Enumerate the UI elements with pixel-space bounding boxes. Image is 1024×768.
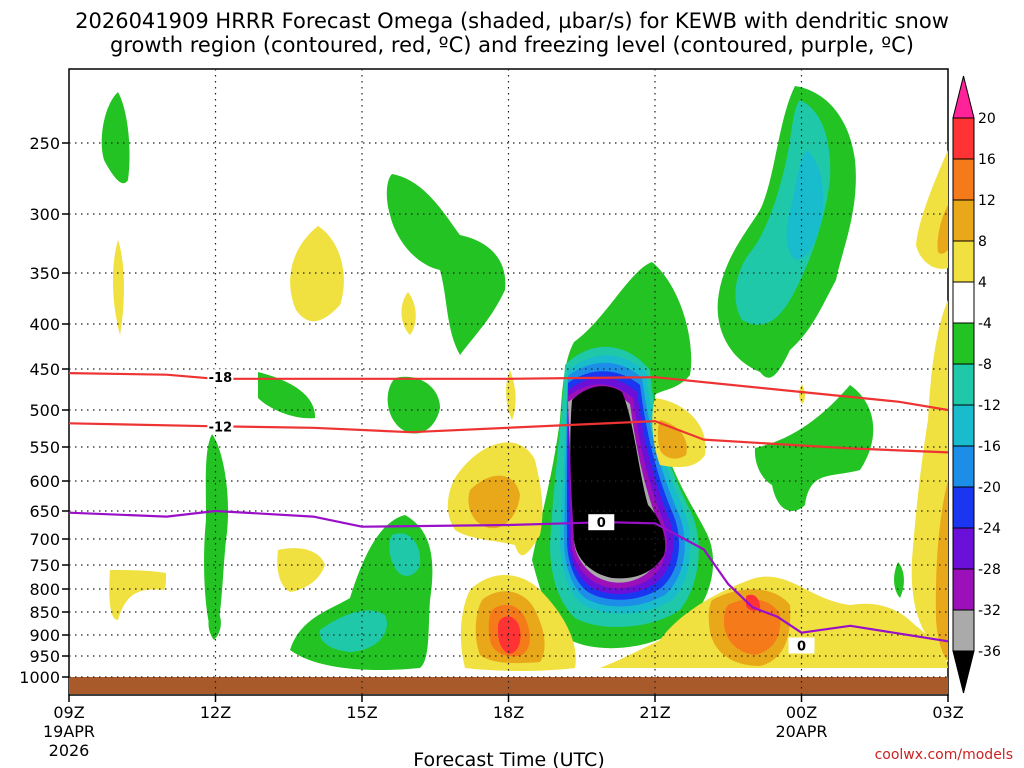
- x-tick-label-12Z: 12Z: [200, 703, 231, 722]
- omega-region-pos-right-low-orange: [935, 480, 948, 660]
- colorbar-label-4: 4: [978, 275, 987, 291]
- y-tick-label-950: 950: [29, 647, 60, 666]
- y-axis: 250 300 350 400 450 500 550 600 650 700 750 800 850 9…: [19, 134, 69, 687]
- contour-label-bg-2: [588, 514, 615, 531]
- colorbar-label-9: -20: [978, 480, 1001, 496]
- colorbar-label-13: -36: [978, 644, 1001, 660]
- contour-label-bg-1: [207, 418, 234, 435]
- omega-region-pos-lowright-red: [746, 594, 760, 611]
- y-tick-label-450: 450: [29, 360, 60, 379]
- omega-region-pos-14z: [290, 226, 344, 322]
- y-tick-label-650: 650: [29, 502, 60, 521]
- omega-region-pos-left-low: [109, 570, 166, 620]
- omega-region-mid-green-right: [754, 385, 874, 511]
- colorbar-label-2: 12: [978, 193, 996, 209]
- colorbar-cap-bottom: [952, 650, 975, 694]
- colorbar-label-11: -28: [978, 562, 1001, 578]
- x-axis-label: Forecast Time (UTC): [413, 749, 604, 768]
- x-tick-label-18Z: 18Z: [493, 703, 524, 722]
- colorbar-swatch-0: [952, 117, 975, 160]
- y-tick-label-700: 700: [29, 530, 60, 549]
- y-tick-label-300: 300: [29, 205, 60, 224]
- y-tick-label-750: 750: [29, 556, 60, 575]
- x-tick-label-21Z: 21Z: [639, 703, 670, 722]
- omega-region-small-right: [894, 562, 904, 598]
- colorbar-label-1: 16: [978, 152, 996, 168]
- y-tick-label-500: 500: [29, 401, 60, 420]
- colorbar-swatch-6: [952, 363, 975, 406]
- colorbar-swatch-4: [952, 281, 975, 324]
- colorbar-swatch-9: [952, 486, 975, 529]
- colorbar-label-7: -12: [978, 398, 1001, 414]
- contour-dgz-bottom: [68, 420, 949, 454]
- x-tick-label-00Z: 00Z: [786, 703, 817, 722]
- credit-text: coolwx.com/models: [875, 747, 1013, 763]
- contour-label-bg-0: [207, 369, 234, 386]
- contour-dgz-top: [68, 372, 949, 412]
- colorbar-swatch-11: [952, 568, 975, 611]
- colorbar-swatch-10: [952, 527, 975, 570]
- colorbar-label-12: -32: [978, 603, 1001, 619]
- colorbar-cap-top: [952, 75, 975, 119]
- x-sublabel-date-1: 20APR: [775, 722, 827, 741]
- colorbar-label-10: -24: [978, 521, 1001, 537]
- y-tick-label-350: 350: [29, 264, 60, 283]
- chart-title-line2: growth region (contoured, red, ºC) and f…: [110, 33, 914, 57]
- y-tick-label-800: 800: [29, 580, 60, 599]
- y-tick-label-250: 250: [29, 134, 60, 153]
- colorbar-label-6: -8: [978, 357, 992, 373]
- colorbar-swatch-5: [952, 322, 975, 365]
- omega-region-lower-left-inner: [319, 610, 387, 652]
- contour-label-bg-3: [788, 637, 815, 654]
- y-tick-label-600: 600: [29, 472, 60, 491]
- colorbar-swatch-3: [952, 240, 975, 283]
- colorbar-label-3: 8: [978, 234, 987, 250]
- x-tick-label-09Z: 09Z: [53, 703, 84, 722]
- contour-label-2: 0: [597, 516, 606, 531]
- y-tick-label-550: 550: [29, 438, 60, 457]
- omega-region-upper-right-cyan: [786, 150, 824, 260]
- x-tick-label-15Z: 15Z: [346, 703, 377, 722]
- x-sublabel-date-0: 19APR: [43, 722, 95, 741]
- colorbar-label-8: -16: [978, 439, 1001, 455]
- omega-region-mid-left: [258, 372, 316, 419]
- colorbar-swatch-2: [952, 199, 975, 242]
- colorbar-label-0: 20: [978, 111, 996, 127]
- colorbar-swatch-1: [952, 158, 975, 201]
- omega-region-pos-18z-mid-orange: [468, 475, 520, 529]
- contour-freezing-level: [68, 509, 949, 643]
- omega-region-pos-18z-low-red: [498, 616, 521, 654]
- colorbar-swatch-7: [952, 404, 975, 447]
- y-tick-label-900: 900: [29, 626, 60, 645]
- omega-region-small-12z: [208, 605, 221, 640]
- omega-max-core: [570, 386, 666, 579]
- contour-label-1: -12: [209, 420, 233, 435]
- omega-region-upper-15z: [386, 174, 506, 355]
- contour-label-0: -18: [209, 371, 233, 386]
- omega-region-pos-21z-orange: [657, 420, 687, 459]
- ground-surface: [69, 677, 948, 694]
- colorbar-swatch-8: [952, 445, 975, 488]
- y-tick-label-400: 400: [29, 315, 60, 334]
- contour-label-3: 0: [797, 640, 806, 655]
- contour-lines: -18 -12 0 0: [68, 369, 949, 655]
- y-tick-label-850: 850: [29, 603, 60, 622]
- chart-title-line1: 2026041909 HRRR Forecast Omega (shaded, …: [75, 9, 949, 33]
- x-tick-label-03Z: 03Z: [932, 703, 963, 722]
- omega-region-mid-16z: [387, 376, 440, 434]
- omega-region-upper-left: [101, 92, 130, 184]
- omega-region-pos-15z-low: [277, 548, 325, 592]
- colorbar: 20 16 12 8 4 -4 -8 -12 -16 -20 -24 -28 -32 -36: [952, 75, 1001, 694]
- omega-region-pos-right-edge-orange: [937, 205, 948, 254]
- x-sublabel-year-0: 2026: [49, 741, 90, 760]
- y-tick-label-1000: 1000: [19, 668, 60, 687]
- colorbar-label-5: -4: [978, 316, 992, 332]
- colorbar-swatch-12: [952, 609, 975, 652]
- omega-region-pos-upper-left: [112, 240, 124, 335]
